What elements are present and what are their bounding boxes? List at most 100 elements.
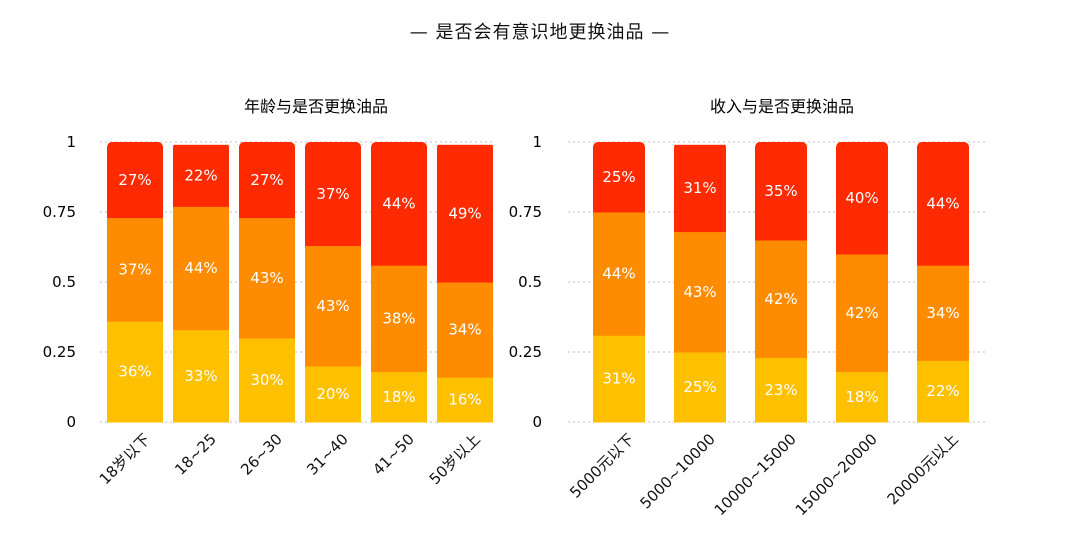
data-label: 30% <box>250 371 283 389</box>
bar-segment <box>593 142 645 213</box>
x-tick-label: 18岁以下 <box>96 430 154 488</box>
data-label: 40% <box>845 189 878 207</box>
data-label: 18% <box>382 388 415 406</box>
y-tick-label: 0 <box>66 413 76 431</box>
stacked-bar <box>755 142 807 423</box>
bar-segment <box>593 335 645 423</box>
bar-segment <box>173 144 229 207</box>
data-label: 44% <box>382 195 415 213</box>
bar-segment <box>917 360 969 423</box>
chart-2: 收入与是否更换油品 0 0.25 0.5 0.75 1 31% 44% 25% 5000元以下 25… <box>509 97 985 519</box>
x-tick-label: 31~40 <box>303 430 352 479</box>
data-label: 22% <box>184 167 217 185</box>
bar-segment <box>107 321 163 423</box>
x-tick-label: 41~50 <box>369 430 418 479</box>
x-tick-label: 5000元以下 <box>566 430 638 502</box>
data-label: 38% <box>382 309 415 327</box>
stacked-bar <box>437 144 493 423</box>
data-label: 31% <box>683 179 716 197</box>
bar-segment <box>371 371 427 423</box>
data-label: 34% <box>448 321 481 339</box>
bar-segment <box>917 142 969 266</box>
data-label: 44% <box>926 195 959 213</box>
data-label: 49% <box>448 204 481 222</box>
data-label: 35% <box>764 182 797 200</box>
data-label: 18% <box>845 388 878 406</box>
data-label: 42% <box>845 304 878 322</box>
bar-segment <box>836 254 888 373</box>
x-tick-label: 10000~15000 <box>711 430 800 519</box>
x-tick-label: 18~25 <box>171 430 220 479</box>
data-label: 44% <box>184 259 217 277</box>
y-tick-label: 0.25 <box>509 343 542 361</box>
stacked-bar <box>836 142 888 423</box>
y-tick-label: 0 <box>532 413 542 431</box>
data-label: 20% <box>316 385 349 403</box>
y-tick-label: 0.5 <box>518 273 542 291</box>
bar-segment <box>305 366 361 423</box>
y-tick-label: 1 <box>66 133 76 151</box>
y-tick-label: 1 <box>532 133 542 151</box>
chart-title: 收入与是否更换油品 <box>710 97 854 116</box>
data-label: 33% <box>184 367 217 385</box>
data-label: 43% <box>316 297 349 315</box>
bar-segment <box>674 231 726 353</box>
x-tick-label: 5000~10000 <box>636 430 718 512</box>
stacked-bar <box>107 142 163 423</box>
y-tick-label: 0.75 <box>509 203 542 221</box>
x-tick-label: 20000元以上 <box>884 430 962 508</box>
chart-1: 年龄与是否更换油品 0 0.25 0.5 0.75 1 36% 37% 27% 18岁以下 33% 4… <box>43 97 495 488</box>
bar-segment <box>305 245 361 367</box>
data-label: 43% <box>683 283 716 301</box>
page-title: — 是否会有意识地更换油品 — <box>409 22 671 43</box>
bar-segment <box>836 142 888 255</box>
y-tick-label: 0.5 <box>52 273 76 291</box>
bar-segment <box>674 352 726 423</box>
bar-segment <box>107 142 163 219</box>
bar-segment <box>371 142 427 266</box>
data-label: 34% <box>926 304 959 322</box>
data-label: 37% <box>316 185 349 203</box>
data-label: 31% <box>602 370 635 388</box>
data-label: 27% <box>118 171 151 189</box>
bar-segment <box>437 377 493 423</box>
x-tick-label: 15000~20000 <box>792 430 881 519</box>
bar-segment <box>917 265 969 361</box>
stacked-bar <box>917 142 969 423</box>
data-label: 16% <box>448 391 481 409</box>
bar-segment <box>371 265 427 373</box>
x-tick-label: 50岁以上 <box>426 430 484 488</box>
bar-segment <box>755 357 807 423</box>
bar-segment <box>593 212 645 336</box>
data-label: 23% <box>764 381 797 399</box>
x-tick-label: 26~30 <box>237 430 286 479</box>
bar-segment <box>674 144 726 233</box>
stacked-bar <box>371 142 427 423</box>
stacked-bar <box>305 142 361 423</box>
bar-segment <box>173 206 229 331</box>
data-label: 43% <box>250 269 283 287</box>
data-label: 25% <box>683 378 716 396</box>
bar-segment <box>755 142 807 241</box>
bar-segment <box>305 142 361 247</box>
bar-segment <box>437 282 493 378</box>
data-label: 44% <box>602 265 635 283</box>
data-label: 37% <box>118 260 151 278</box>
y-tick-label: 0.25 <box>43 343 76 361</box>
bar-segment <box>755 240 807 359</box>
stacked-bar <box>173 144 229 423</box>
data-label: 25% <box>602 168 635 186</box>
stacked-bar <box>593 142 645 423</box>
data-label: 22% <box>926 382 959 400</box>
bar-segment <box>239 338 295 423</box>
y-tick-label: 0.75 <box>43 203 76 221</box>
data-label: 36% <box>118 363 151 381</box>
chart-title: 年龄与是否更换油品 <box>244 97 388 116</box>
bar-segment <box>107 217 163 322</box>
stacked-bar <box>674 144 726 423</box>
bar-segment <box>239 142 295 219</box>
bar-segment <box>437 144 493 283</box>
bar-segment <box>239 217 295 339</box>
bar-segment <box>836 371 888 423</box>
